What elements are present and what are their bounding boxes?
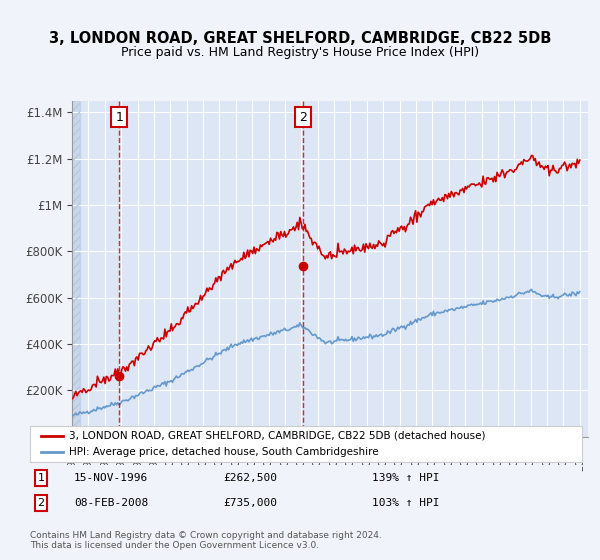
- Text: 2: 2: [37, 498, 44, 508]
- Bar: [72, 101, 80, 437]
- Text: HPI: Average price, detached house, South Cambridgeshire: HPI: Average price, detached house, Sout…: [68, 447, 378, 457]
- Bar: [72, 101, 80, 437]
- Text: 139% ↑ HPI: 139% ↑ HPI: [372, 473, 440, 483]
- Text: 2: 2: [299, 110, 307, 124]
- Text: Contains HM Land Registry data © Crown copyright and database right 2024.
This d: Contains HM Land Registry data © Crown c…: [30, 531, 382, 550]
- Text: Price paid vs. HM Land Registry's House Price Index (HPI): Price paid vs. HM Land Registry's House …: [121, 46, 479, 59]
- Text: 103% ↑ HPI: 103% ↑ HPI: [372, 498, 440, 508]
- Text: 15-NOV-1996: 15-NOV-1996: [74, 473, 148, 483]
- Text: 1: 1: [115, 110, 123, 124]
- Text: 3, LONDON ROAD, GREAT SHELFORD, CAMBRIDGE, CB22 5DB (detached house): 3, LONDON ROAD, GREAT SHELFORD, CAMBRIDG…: [68, 431, 485, 441]
- Text: £735,000: £735,000: [223, 498, 277, 508]
- Text: £262,500: £262,500: [223, 473, 277, 483]
- Text: 3, LONDON ROAD, GREAT SHELFORD, CAMBRIDGE, CB22 5DB: 3, LONDON ROAD, GREAT SHELFORD, CAMBRIDG…: [49, 31, 551, 46]
- Text: 1: 1: [38, 473, 44, 483]
- Text: 08-FEB-2008: 08-FEB-2008: [74, 498, 148, 508]
